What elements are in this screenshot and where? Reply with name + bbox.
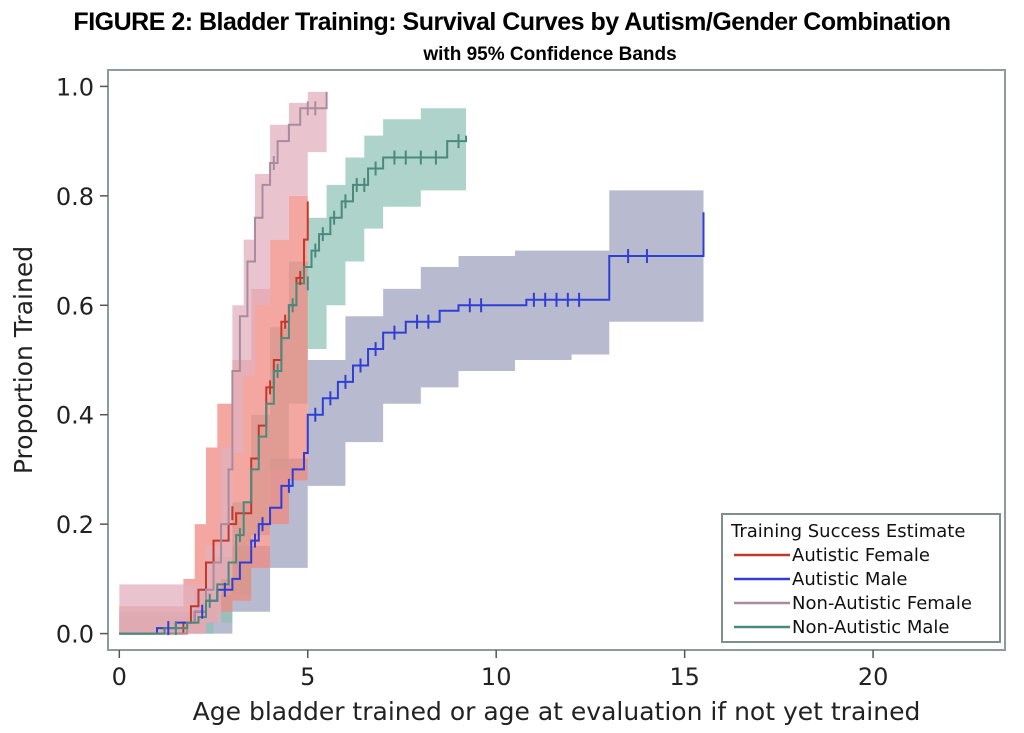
legend-label-non-autistic-male: Non-Autistic Male [792,617,949,638]
y-tick-label-1: 0.2 [56,511,94,539]
y-axis-label: Proportion Trained [9,246,38,474]
legend: Training Success Estimate Autistic Femal… [721,513,1001,643]
x-tick-label-5: 5 [300,663,315,691]
y-tick-label-0: 0.0 [56,621,94,649]
y-axis: 0.0 0.2 0.4 0.6 0.8 1.0 [56,73,108,649]
chart-subtitle: with 95% Confidence Bands [423,44,677,65]
legend-label-autistic-male: Autistic Male [792,569,907,590]
y-tick-label-3: 0.6 [56,292,94,320]
x-axis-label: Age bladder trained or age at evaluation… [193,697,921,726]
band-autistic-female [119,168,308,634]
plot-frame [107,69,1006,651]
y-tick-label-5: 1.0 [56,73,94,101]
x-tick-label-10: 10 [481,663,512,691]
confidence-bands [119,91,704,634]
band-non-autistic-female [119,91,327,634]
chart-title-prefix: FIGURE 2: [73,8,193,36]
y-tick-label-2: 0.4 [56,402,94,430]
chart-title: FIGURE 2: Bladder Training: Survival Cur… [0,8,1024,37]
chart-title-text: Bladder Training: Survival Curves by Aut… [192,8,951,36]
y-tick-label-4: 0.8 [56,183,94,211]
x-tick-label-20: 20 [858,663,889,691]
x-axis: 0 5 10 15 20 [112,650,889,691]
x-tick-label-15: 15 [669,663,700,691]
legend-title: Training Success Estimate [730,521,965,542]
censor-marks [167,101,648,636]
legend-label-non-autistic-female: Non-Autistic Female [792,593,972,614]
x-tick-label-0: 0 [112,663,127,691]
legend-label-autistic-female: Autistic Female [792,545,930,566]
